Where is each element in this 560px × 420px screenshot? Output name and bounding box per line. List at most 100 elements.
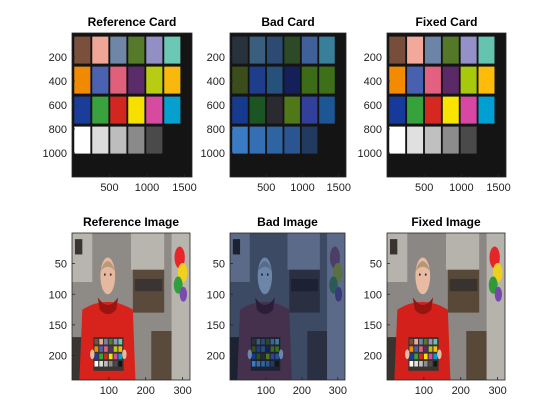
axes-box [386,232,506,381]
axes-5: Bad Image 100 200 300 50 100 150 200 [207,215,347,397]
mini-patch [433,361,438,367]
mini-patch [270,346,275,352]
y-tick-label: 150 [207,320,225,332]
color-patch [146,66,163,94]
color-patch [301,36,318,64]
color-patch [266,36,283,64]
axes-title: Fixed Card [415,15,477,29]
color-patch [74,36,91,64]
mini-patch [275,338,279,345]
color-patch [128,36,145,64]
color-patch [110,36,127,64]
color-patch [128,66,145,94]
color-patch [146,96,163,124]
y-tick-label: 200 [207,52,225,64]
color-patch [146,36,163,64]
x-tick-label: 1000 [449,182,473,194]
mini-patch [265,353,270,360]
eye [261,273,263,276]
mini-patch [251,338,256,345]
mini-patch [423,338,428,345]
y-tick-label: 200 [49,351,67,363]
color-patch [164,96,181,124]
mini-patch [118,361,123,367]
mini-patch [261,353,265,360]
axes-4: Reference Image 100 200 300 50 100 150 200 [49,215,192,397]
flower [329,246,340,269]
color-patch [460,66,477,94]
mini-patch [270,361,275,367]
y-tick-label: 100 [207,289,225,301]
color-patch [478,36,495,64]
color-patch [249,36,266,64]
eye [266,273,269,276]
color-patch [389,66,406,94]
color-patch [284,66,300,94]
mini-patch [275,353,279,360]
mini-patch [256,361,261,367]
x-tick-label: 300 [488,385,506,397]
mini-patch [113,361,118,367]
color-patch [389,96,406,124]
hand [437,349,442,360]
color-patch [146,126,163,154]
x-tick-label: 1500 [327,182,351,194]
mini-patch [409,353,414,360]
x-tick-label: 1000 [135,182,159,194]
color-patch [301,66,318,94]
x-tick-label: 200 [452,385,470,397]
color-patch [407,96,424,124]
color-patch [249,66,266,94]
mini-patch [104,353,108,360]
y-tick-label: 100 [364,289,382,301]
x-tick-label: 100 [415,385,433,397]
color-patch [92,66,109,94]
mini-patch [428,338,433,345]
y-tick-label: 200 [364,52,382,64]
mini-patch [265,346,270,352]
color-patch [424,126,441,154]
color-patch [424,96,441,124]
flower [329,276,338,294]
y-tick-label: 50 [55,259,67,271]
y-tick-label: 400 [49,76,67,88]
y-tick-label: 400 [207,76,225,88]
color-patch [319,126,335,154]
mini-patch [256,338,261,345]
mini-patch [113,353,118,360]
color-patch [478,126,495,154]
mini-patch [251,346,256,352]
hood [255,297,275,315]
hair [257,261,273,271]
hand [90,349,95,360]
mini-patch [270,338,275,345]
color-patch [164,126,181,154]
y-tick-label: 600 [49,100,67,112]
y-tick-label: 800 [49,124,67,136]
color-patch [319,36,335,64]
back-wall [446,233,480,270]
color-patch [301,126,318,154]
axes-box [229,232,346,381]
color-patch [407,66,424,94]
mini-patch [94,361,99,367]
color-patch [319,66,335,94]
x-tick-label: 1000 [290,182,314,194]
flower [179,286,188,302]
mini-patch [251,353,256,360]
color-patch [266,126,283,154]
y-tick-label: 1000 [43,148,67,160]
color-patch [232,36,248,64]
color-patch [442,126,459,154]
color-patch [284,96,300,124]
flower [334,286,343,302]
mini-patch [261,338,265,345]
color-patch [460,36,477,64]
x-tick-label: 100 [100,385,118,397]
mini-patch [99,346,103,352]
mini-patch [94,353,99,360]
mini-patch [419,353,423,360]
color-patch [266,96,283,124]
y-tick-label: 150 [364,320,382,332]
